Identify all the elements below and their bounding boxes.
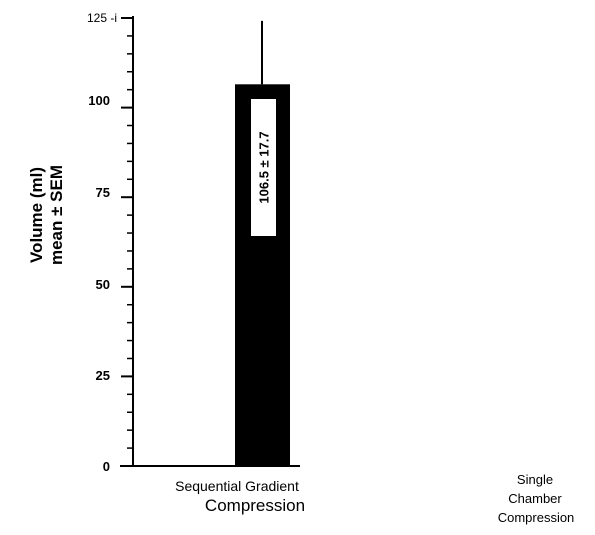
category-label-single-chamber: Single Chamber Compression [498,472,575,525]
y-tick-label-125: 125 -i [87,11,117,25]
y-tick-labels: 0 25 50 75 100 125 -i [87,11,117,474]
category-label-line-2: Compression [205,496,305,515]
category-label-line-1: Sequential Gradient [175,478,299,494]
y-tick-label-100: 100 [88,93,110,108]
category-label-line-1: Single [517,472,553,487]
y-tick-label-50: 50 [96,277,110,292]
y-axis-title-line-2: mean ± SEM [47,165,66,265]
data-label-box [251,99,276,236]
data-label-sequential-gradient: 106.5 ± 17.7 [257,131,272,203]
y-axis-title-line-1: Volume (ml) [27,167,46,263]
category-label-sequential-gradient: Sequential Gradient Compression [175,478,305,515]
y-axis-title: Volume (ml) mean ± SEM [27,165,66,265]
y-tick-label-25: 25 [96,368,110,383]
y-tick-label-0: 0 [103,459,110,474]
category-label-line-2: Chamber [508,491,562,506]
y-tick-label-75: 75 [96,185,110,200]
y-axis-ticks [121,17,133,467]
category-label-line-3: Compression [498,510,575,525]
